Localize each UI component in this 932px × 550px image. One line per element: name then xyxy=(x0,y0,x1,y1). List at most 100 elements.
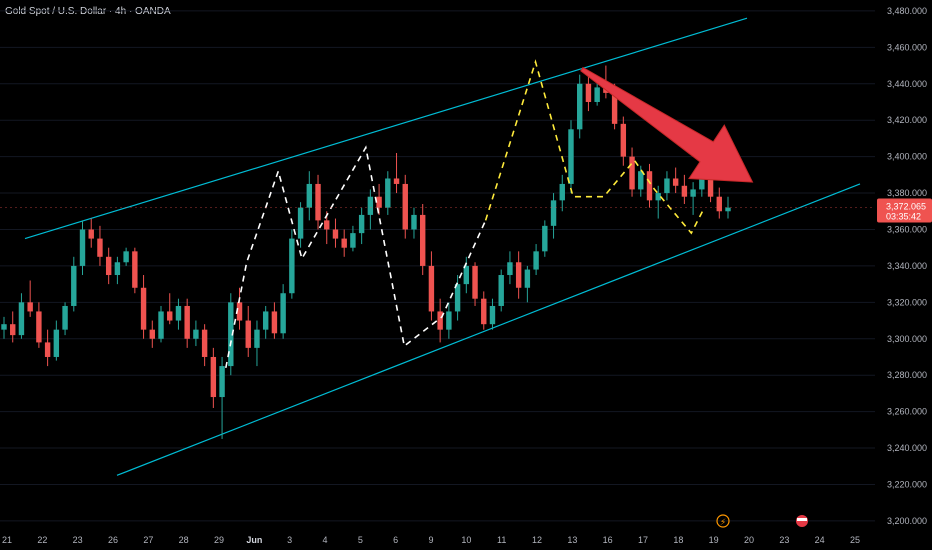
candle-body xyxy=(44,342,51,357)
candle-body xyxy=(358,214,365,234)
price-tick-label: 3,240.000 xyxy=(887,443,927,453)
candle-body xyxy=(36,311,42,343)
candle-body xyxy=(559,183,565,201)
channel-lower-line xyxy=(116,183,861,476)
time-tick-label: 27 xyxy=(143,535,153,545)
price-tick-label: 3,320.000 xyxy=(887,297,927,307)
price-tick-label: 3,420.000 xyxy=(887,115,927,125)
candle-body xyxy=(542,225,548,252)
time-tick-label: 3 xyxy=(287,535,292,545)
candle-body xyxy=(385,178,391,208)
candle-body xyxy=(27,302,33,312)
lightning-icon xyxy=(716,514,730,528)
candle-body xyxy=(254,329,260,348)
candle-body xyxy=(10,324,16,336)
candle-body xyxy=(646,171,653,201)
candle-body xyxy=(219,366,225,398)
time-tick-label: Jun xyxy=(246,535,262,545)
price-tick-label: 3,440.000 xyxy=(887,79,927,89)
candle-body xyxy=(262,311,269,330)
time-tick-label: 13 xyxy=(567,535,577,545)
candle-body xyxy=(629,156,635,190)
candle-body xyxy=(228,302,234,367)
candle-body xyxy=(524,269,531,288)
candle-body xyxy=(672,178,679,186)
candle-body xyxy=(463,265,470,285)
candle-body xyxy=(210,356,217,398)
candle-body xyxy=(350,233,356,248)
time-tick-label: 28 xyxy=(179,535,189,545)
candle-body xyxy=(446,311,452,330)
candle-body xyxy=(699,171,705,190)
pattern-paths xyxy=(225,59,706,369)
time-tick-label: 23 xyxy=(779,535,789,545)
candle-body xyxy=(140,287,147,330)
price-tick-label: 3,260.000 xyxy=(887,407,927,417)
candle-body xyxy=(577,83,583,130)
time-tick-label: 11 xyxy=(497,535,506,545)
candle-body xyxy=(123,251,129,263)
time-tick-label: 25 xyxy=(850,535,860,545)
time-tick-label: 18 xyxy=(673,535,683,545)
candle-body xyxy=(550,200,557,226)
candle-body xyxy=(332,229,339,239)
lightning-glyph: ⚡ xyxy=(720,518,726,528)
channel-upper-line xyxy=(24,17,748,240)
candle-body xyxy=(62,305,68,330)
price-tick-label: 3,340.000 xyxy=(887,261,927,271)
grid-layer xyxy=(0,10,875,522)
candle-body xyxy=(533,251,539,270)
white-dashed-path xyxy=(225,145,487,369)
candle-body xyxy=(428,265,435,312)
candle-body xyxy=(568,129,574,184)
candle-body xyxy=(664,178,670,194)
candle-body xyxy=(167,311,173,321)
current-price-label: 3,372.065 xyxy=(886,202,926,212)
candle-body xyxy=(297,207,304,239)
candle-body xyxy=(280,293,286,334)
candle-body xyxy=(97,238,103,257)
candle-body xyxy=(236,302,243,321)
price-tick-label: 3,400.000 xyxy=(887,152,927,162)
candle-body xyxy=(158,311,164,339)
candle-body xyxy=(105,256,112,276)
candle-body xyxy=(393,178,400,184)
time-tick-label: 22 xyxy=(37,535,47,545)
price-tick-label: 3,280.000 xyxy=(887,370,927,380)
forecast-arrow xyxy=(580,66,754,183)
time-tick-label: 29 xyxy=(214,535,224,545)
candle-body xyxy=(507,262,513,276)
time-tick-label: 20 xyxy=(744,535,754,545)
time-tick-label: 24 xyxy=(815,535,825,545)
time-tick-label: 5 xyxy=(358,535,363,545)
candle-body xyxy=(419,214,426,266)
time-tick-label: 16 xyxy=(603,535,613,545)
us-flag-stripe xyxy=(797,518,807,521)
price-tick-label: 3,300.000 xyxy=(887,334,927,344)
time-tick-label: 9 xyxy=(428,535,433,545)
candles-layer xyxy=(1,65,731,439)
candle-body xyxy=(402,183,408,230)
candle-body xyxy=(88,229,94,239)
candle-body xyxy=(690,189,696,197)
candle-body xyxy=(489,305,496,325)
chart-title: Gold Spot / U.S. Dollar · 4h · OANDA xyxy=(5,6,171,17)
candle-body xyxy=(271,311,278,334)
channel-lines xyxy=(24,17,861,476)
candle-body xyxy=(132,251,138,288)
candle-body xyxy=(18,302,25,336)
candle-body xyxy=(498,275,504,306)
candle-body xyxy=(245,320,251,348)
candle-body xyxy=(175,305,182,321)
time-tick-label: 6 xyxy=(393,535,398,545)
candle-body xyxy=(620,123,627,157)
time-tick-label: 23 xyxy=(73,535,83,545)
candle-body xyxy=(725,207,731,212)
price-axis: 3,200.000 3,220.000 3,240.000 3,260.000 3,28… xyxy=(887,6,927,526)
candle-body xyxy=(201,329,208,357)
candle-body xyxy=(681,185,688,197)
candle-body xyxy=(515,262,522,288)
candle-body xyxy=(638,171,644,190)
